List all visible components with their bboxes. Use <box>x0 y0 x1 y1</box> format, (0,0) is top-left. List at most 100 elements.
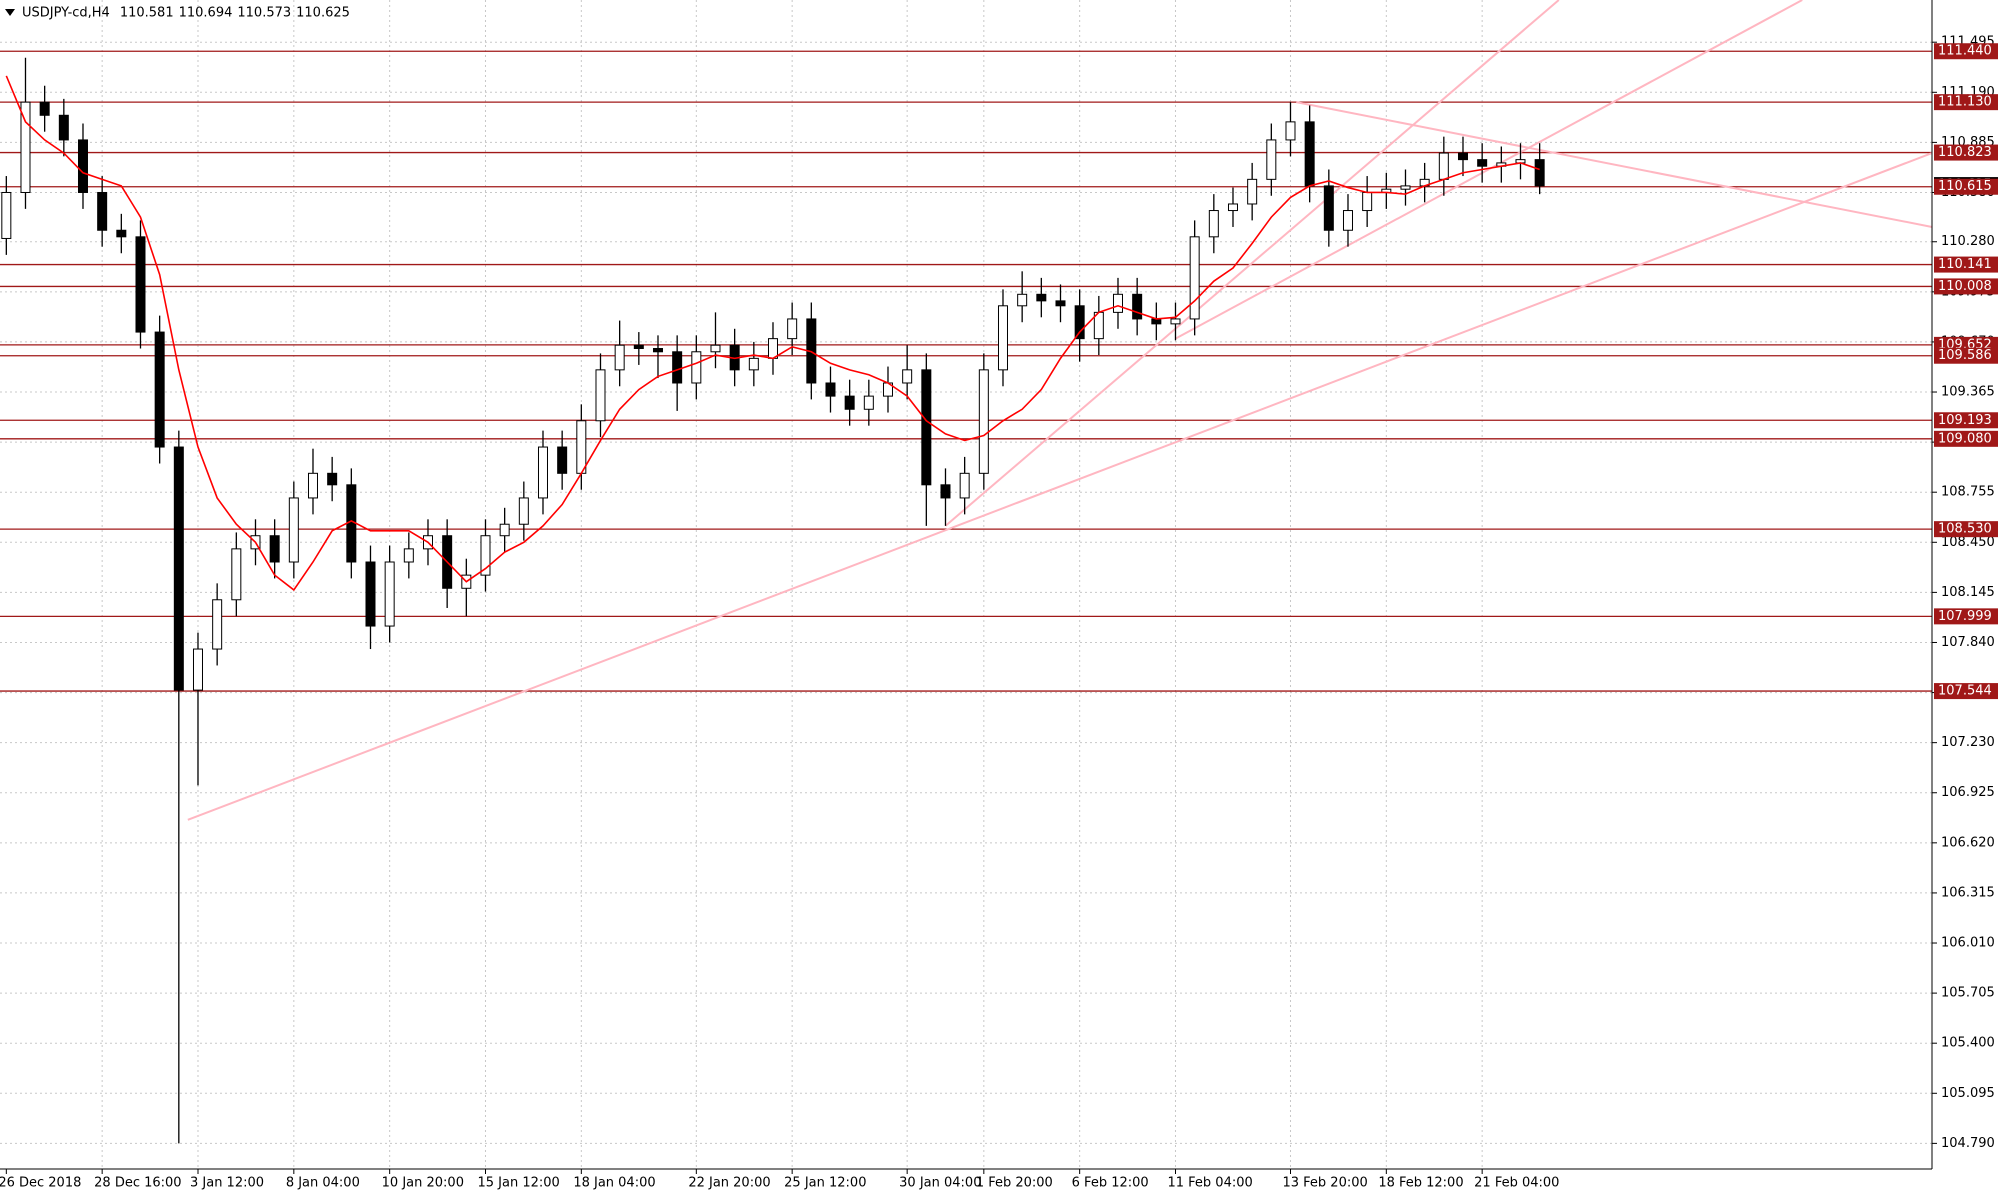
level-label-box <box>1934 94 1998 111</box>
candle-body <box>58 114 69 141</box>
header-value: 110.581 <box>120 6 174 21</box>
y-tick-label: 104.790 <box>1941 1136 1995 1151</box>
candle-body <box>135 236 146 333</box>
candle-body <box>1112 293 1123 313</box>
y-tick-label: 105.095 <box>1941 1086 1995 1101</box>
candle-body <box>921 369 932 486</box>
y-tick-label: 106.315 <box>1941 885 1995 900</box>
candle-body <box>844 395 855 410</box>
x-tick-label: 18 Feb 12:00 <box>1378 1176 1463 1191</box>
candle-body <box>1323 185 1334 231</box>
candle-body <box>557 446 568 474</box>
candle-body <box>1477 159 1488 167</box>
level-label: 108.530 <box>1938 522 1992 537</box>
level-label-box <box>1934 608 1998 625</box>
level-label-box <box>1934 521 1998 538</box>
trendline <box>187 152 1933 821</box>
level-label-box <box>1934 256 1998 273</box>
candle-body <box>978 369 989 474</box>
level-label: 110.141 <box>1938 257 1992 272</box>
x-tick-label: 25 Jan 12:00 <box>784 1176 866 1191</box>
candle-body <box>997 305 1008 371</box>
level-label-box <box>1934 278 1998 295</box>
candle-body <box>231 548 242 601</box>
level-label: 111.130 <box>1938 95 1992 110</box>
level-label: 110.823 <box>1938 145 1992 160</box>
level-label: 110.615 <box>1938 179 1992 194</box>
candle-body <box>1132 293 1143 320</box>
candle-body <box>39 101 50 116</box>
x-tick-label: 18 Jan 04:00 <box>573 1176 655 1191</box>
candle-body <box>1 191 12 239</box>
level-label: 107.544 <box>1938 684 1992 699</box>
y-tick-label: 106.925 <box>1941 785 1995 800</box>
y-tick-label: 106.620 <box>1941 835 1995 850</box>
candle-body <box>748 357 759 371</box>
candle-body <box>691 351 702 384</box>
y-tick-label: 105.705 <box>1941 986 1995 1001</box>
x-tick-label: 8 Jan 04:00 <box>286 1176 360 1191</box>
symbol: USDJPY-cd,H4 <box>22 6 110 21</box>
header-value: 110.625 <box>296 6 350 21</box>
level-label: 109.586 <box>1938 348 1992 363</box>
candle-body <box>1534 159 1545 187</box>
candle-body <box>1266 139 1277 180</box>
candle-body <box>212 599 223 650</box>
level-label-box <box>1934 347 1998 364</box>
plot <box>0 0 1933 1144</box>
x-tick-label: 26 Dec 2018 <box>0 1176 81 1191</box>
candle-body <box>767 338 778 359</box>
candle-body <box>1285 121 1296 141</box>
y-tick-label: 105.400 <box>1941 1036 1995 1051</box>
candle-body <box>77 139 88 193</box>
x-tick-label: 28 Dec 16:00 <box>94 1176 181 1191</box>
header-value: 110.694 <box>179 6 233 21</box>
x-tick-label: 11 Feb 04:00 <box>1167 1176 1252 1191</box>
candle-body <box>1074 305 1085 340</box>
candle-body <box>595 369 606 422</box>
level-label: 109.193 <box>1938 413 1992 428</box>
y-tick-label: 107.840 <box>1941 635 1995 650</box>
candle-body <box>307 472 318 499</box>
x-tick-label: 10 Jan 20:00 <box>382 1176 464 1191</box>
candle-body <box>787 318 798 340</box>
candle-body <box>1036 293 1047 302</box>
x-tick-label: 30 Jan 04:00 <box>899 1176 981 1191</box>
trendline <box>1175 0 1803 340</box>
candle-body <box>825 382 836 397</box>
candle-body <box>633 344 644 349</box>
candle-body <box>1400 185 1411 190</box>
level-label-box <box>1934 683 1998 700</box>
candle-body <box>269 535 280 563</box>
candle-body <box>1227 203 1238 212</box>
candle-body <box>403 548 414 563</box>
x-tick-label: 15 Jan 12:00 <box>477 1176 559 1191</box>
x-tick-label: 21 Feb 04:00 <box>1474 1176 1559 1191</box>
candle-body <box>288 497 299 563</box>
candle-body <box>652 347 663 353</box>
y-tick-label: 108.145 <box>1941 585 1995 600</box>
y-tick-label: 108.755 <box>1941 485 1995 500</box>
y-tick-label: 110.280 <box>1941 234 1995 249</box>
candle-body <box>1342 210 1353 231</box>
x-tick-label: 13 Feb 20:00 <box>1282 1176 1367 1191</box>
candle-body <box>940 484 951 499</box>
header-menu-icon[interactable] <box>5 9 15 16</box>
y-tick-label: 106.010 <box>1941 936 1995 951</box>
trendline <box>944 0 1560 527</box>
candle-body <box>863 395 874 410</box>
candle-body <box>97 191 108 231</box>
candle-body <box>1055 300 1066 307</box>
candle-body <box>1208 210 1219 238</box>
level-label: 111.440 <box>1938 44 1992 59</box>
candle-body <box>1304 121 1315 187</box>
candle-body <box>192 648 203 691</box>
level-label-box <box>1934 178 1998 195</box>
axes: 111.495111.190110.885110.580110.280109.9… <box>0 35 1998 1191</box>
candle-body <box>959 472 970 499</box>
level-label-box <box>1934 430 1998 447</box>
y-tick-label: 107.230 <box>1941 735 1995 750</box>
candle-body <box>1362 191 1373 212</box>
header-values: 110.581 110.694 110.573 110.625 <box>120 6 350 21</box>
candle-body <box>1017 293 1028 307</box>
